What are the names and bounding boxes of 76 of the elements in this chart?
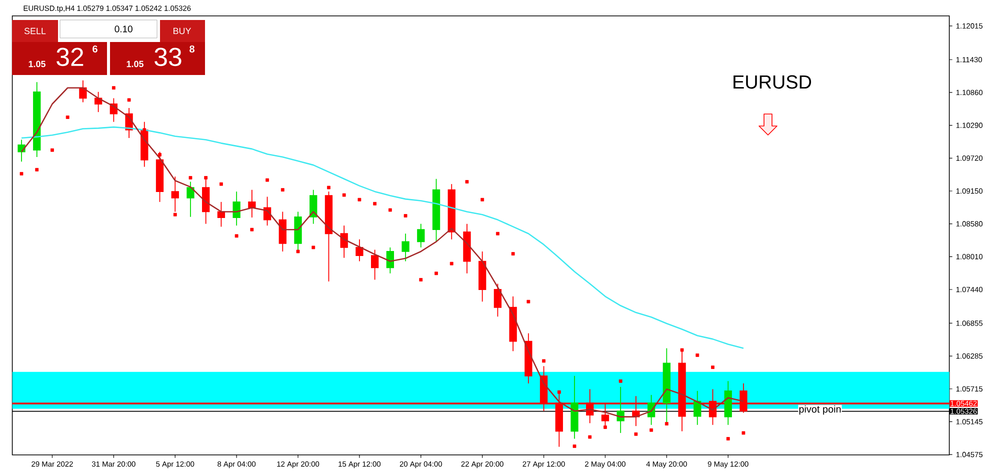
point <box>496 232 500 236</box>
annotation: 6 <box>92 45 98 53</box>
point <box>634 432 638 436</box>
point <box>250 228 254 232</box>
point <box>66 116 70 119</box>
point <box>112 86 116 90</box>
candlestick <box>386 247 394 274</box>
candlestick <box>417 223 425 248</box>
candlestick <box>248 189 256 218</box>
point <box>711 366 714 369</box>
annotation: 8 <box>190 45 194 53</box>
candlestick <box>509 296 517 352</box>
point <box>696 353 700 357</box>
point <box>312 246 316 250</box>
candlestick <box>202 176 210 224</box>
candlestick <box>432 178 440 242</box>
point <box>342 193 346 197</box>
point <box>266 178 269 182</box>
point <box>127 98 131 102</box>
point <box>50 148 54 152</box>
point <box>650 428 654 432</box>
point <box>557 390 561 394</box>
point <box>234 234 238 238</box>
point <box>604 426 607 429</box>
candlestick <box>463 223 471 274</box>
annotation: 1.05 <box>28 60 46 68</box>
point <box>388 208 392 212</box>
candlestick <box>724 380 732 426</box>
point <box>480 198 484 202</box>
point <box>280 188 284 192</box>
point <box>327 186 330 190</box>
point <box>358 198 362 202</box>
candlestick <box>356 238 364 262</box>
point <box>204 176 208 180</box>
point <box>726 437 730 440</box>
point <box>572 444 576 448</box>
point <box>588 435 592 439</box>
point <box>742 431 746 435</box>
candlestick <box>310 189 318 224</box>
annotation: 33 <box>154 48 182 66</box>
candlestick <box>171 176 179 212</box>
annotation: 1.05 <box>126 60 144 68</box>
annotation: pivot poin <box>799 405 841 415</box>
point <box>542 359 546 363</box>
point <box>173 212 177 216</box>
candlestick <box>340 225 348 258</box>
point <box>20 172 24 176</box>
point <box>664 422 668 426</box>
point <box>373 202 377 206</box>
point <box>158 152 162 156</box>
point <box>526 300 530 304</box>
point <box>434 272 438 276</box>
point <box>188 176 192 180</box>
point <box>450 262 454 266</box>
annotation: 32 <box>56 48 84 66</box>
point <box>680 348 684 352</box>
annotation: SELL <box>24 28 46 34</box>
point <box>419 278 423 282</box>
candlestick <box>448 184 456 240</box>
candlestick <box>570 375 578 440</box>
point <box>35 168 39 172</box>
candlestick <box>278 211 286 252</box>
candlestick <box>33 82 41 158</box>
annotation: 0.10 <box>114 26 132 32</box>
annotation: BUY <box>174 28 192 34</box>
text: EURUSD <box>734 75 812 89</box>
point <box>511 252 515 256</box>
candlestick <box>79 80 87 103</box>
candlestick <box>478 251 486 302</box>
point <box>220 182 223 186</box>
point <box>296 250 300 254</box>
candlestick <box>232 191 240 226</box>
candlestick <box>402 233 410 262</box>
point <box>404 214 408 218</box>
point <box>465 180 469 184</box>
point <box>618 379 622 383</box>
